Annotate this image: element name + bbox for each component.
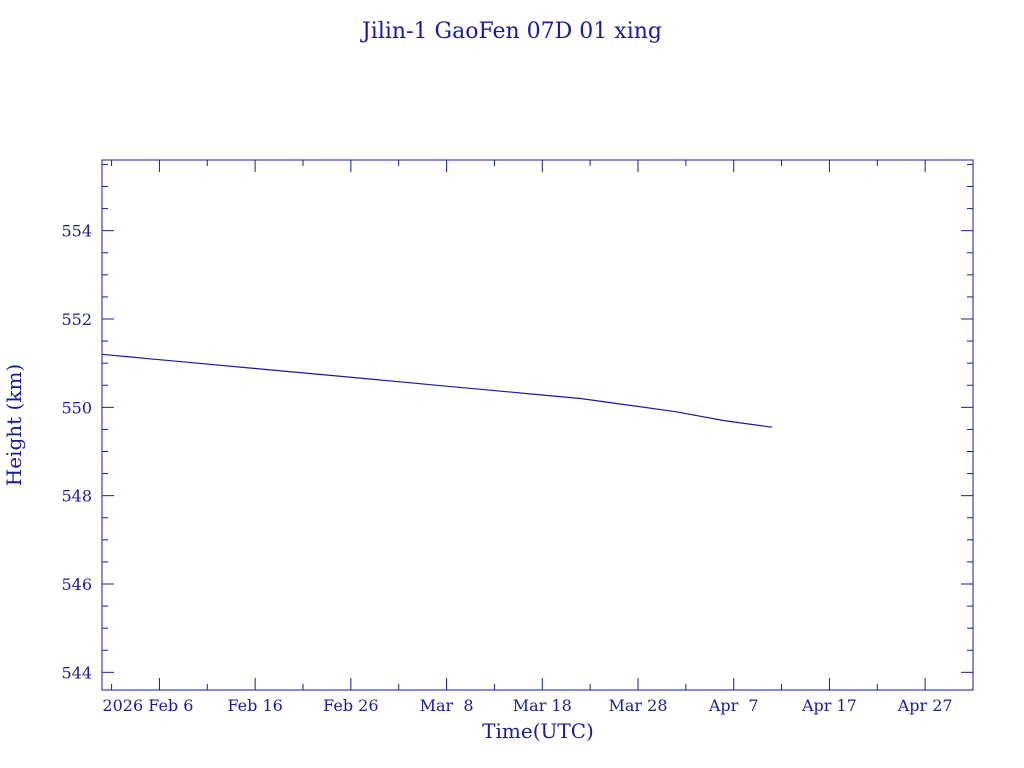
y-tick-label: 550 bbox=[61, 398, 92, 417]
y-tick-label: 546 bbox=[61, 575, 92, 594]
x-tick-label: Apr 27 bbox=[897, 696, 953, 715]
y-tick-label: 544 bbox=[61, 663, 92, 682]
x-tick-label: 2026 Feb 6 bbox=[102, 696, 193, 715]
x-axis-label: Time(UTC) bbox=[482, 719, 594, 743]
y-tick-label: 548 bbox=[61, 487, 92, 506]
x-tick-label: Mar 28 bbox=[608, 696, 667, 715]
x-tick-label: Apr 17 bbox=[801, 696, 857, 715]
x-tick-label: Mar 8 bbox=[420, 696, 474, 715]
x-tick-label: Feb 26 bbox=[323, 696, 378, 715]
x-tick-label: Apr 7 bbox=[708, 696, 759, 715]
y-tick-label: 554 bbox=[61, 222, 92, 241]
x-tick-label: Mar 18 bbox=[513, 696, 572, 715]
x-tick-label: Feb 16 bbox=[227, 696, 282, 715]
y-axis-label: Height (km) bbox=[2, 364, 26, 486]
y-tick-label: 552 bbox=[61, 310, 92, 329]
height-series-line bbox=[101, 353, 773, 428]
plot-frame bbox=[101, 159, 974, 691]
chart-title: Jilin-1 GaoFen 07D 01 xing bbox=[360, 19, 662, 44]
